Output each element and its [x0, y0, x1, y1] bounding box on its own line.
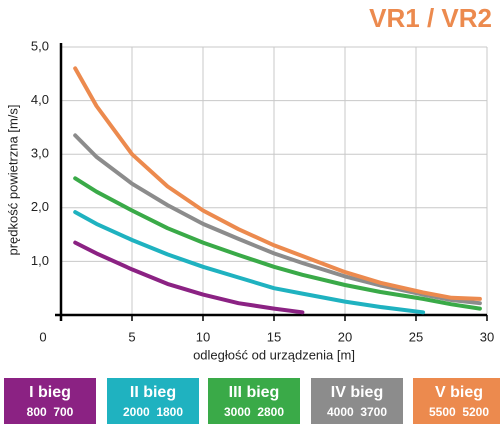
legend-label: III bieg: [229, 384, 280, 401]
x-tick-label: 5: [128, 329, 135, 344]
legend-box: [4, 378, 96, 424]
legend-box: [311, 378, 403, 424]
series-line: [73, 66, 482, 301]
legend-item: II bieg 2000 1800: [107, 378, 199, 424]
y-axis-label: prędkość powietrzna [m/s]: [5, 104, 20, 255]
legend-item: V bieg 5500 5200: [413, 378, 500, 424]
x-tick-label: 20: [338, 329, 352, 344]
x-tick-label: 15: [267, 329, 281, 344]
legend-box: [413, 378, 500, 424]
legend-label: V bieg: [435, 384, 483, 401]
x-tick-label: 0: [39, 329, 46, 344]
y-tick-label: 3,0: [31, 146, 49, 161]
legend-box: [208, 378, 300, 424]
legend-box: [107, 378, 199, 424]
y-tick-label: 5,0: [31, 38, 49, 53]
x-tick-label: 25: [409, 329, 423, 344]
legend-detail: 800 700: [27, 405, 74, 419]
legend-item: IV bieg 4000 3700: [311, 378, 403, 424]
x-tick-label: 30: [480, 329, 494, 344]
series-line: [73, 240, 305, 315]
legend-detail: 3000 2800: [224, 405, 284, 419]
legend-label: IV bieg: [331, 384, 383, 401]
legend-detail: 4000 3700: [327, 405, 387, 419]
x-tick-label: 10: [196, 329, 210, 344]
chart-title: VR1 / VR2: [369, 3, 492, 33]
x-axis-label: odległość od urządzenia [m]: [193, 347, 355, 362]
series-line: [73, 133, 482, 306]
y-tick-label: 2,0: [31, 199, 49, 214]
legend-item: III bieg 3000 2800: [208, 378, 300, 424]
legend-item: I bieg 800 700: [4, 378, 96, 424]
legend-detail: 5500 5200: [429, 405, 489, 419]
legend-label: II bieg: [130, 384, 176, 401]
y-tick-label: 1,0: [31, 253, 49, 268]
series-line: [73, 210, 426, 315]
series-line: [73, 176, 482, 311]
legend-label: I bieg: [29, 384, 71, 401]
legend-detail: 2000 1800: [123, 405, 183, 419]
y-tick-label: 4,0: [31, 92, 49, 107]
